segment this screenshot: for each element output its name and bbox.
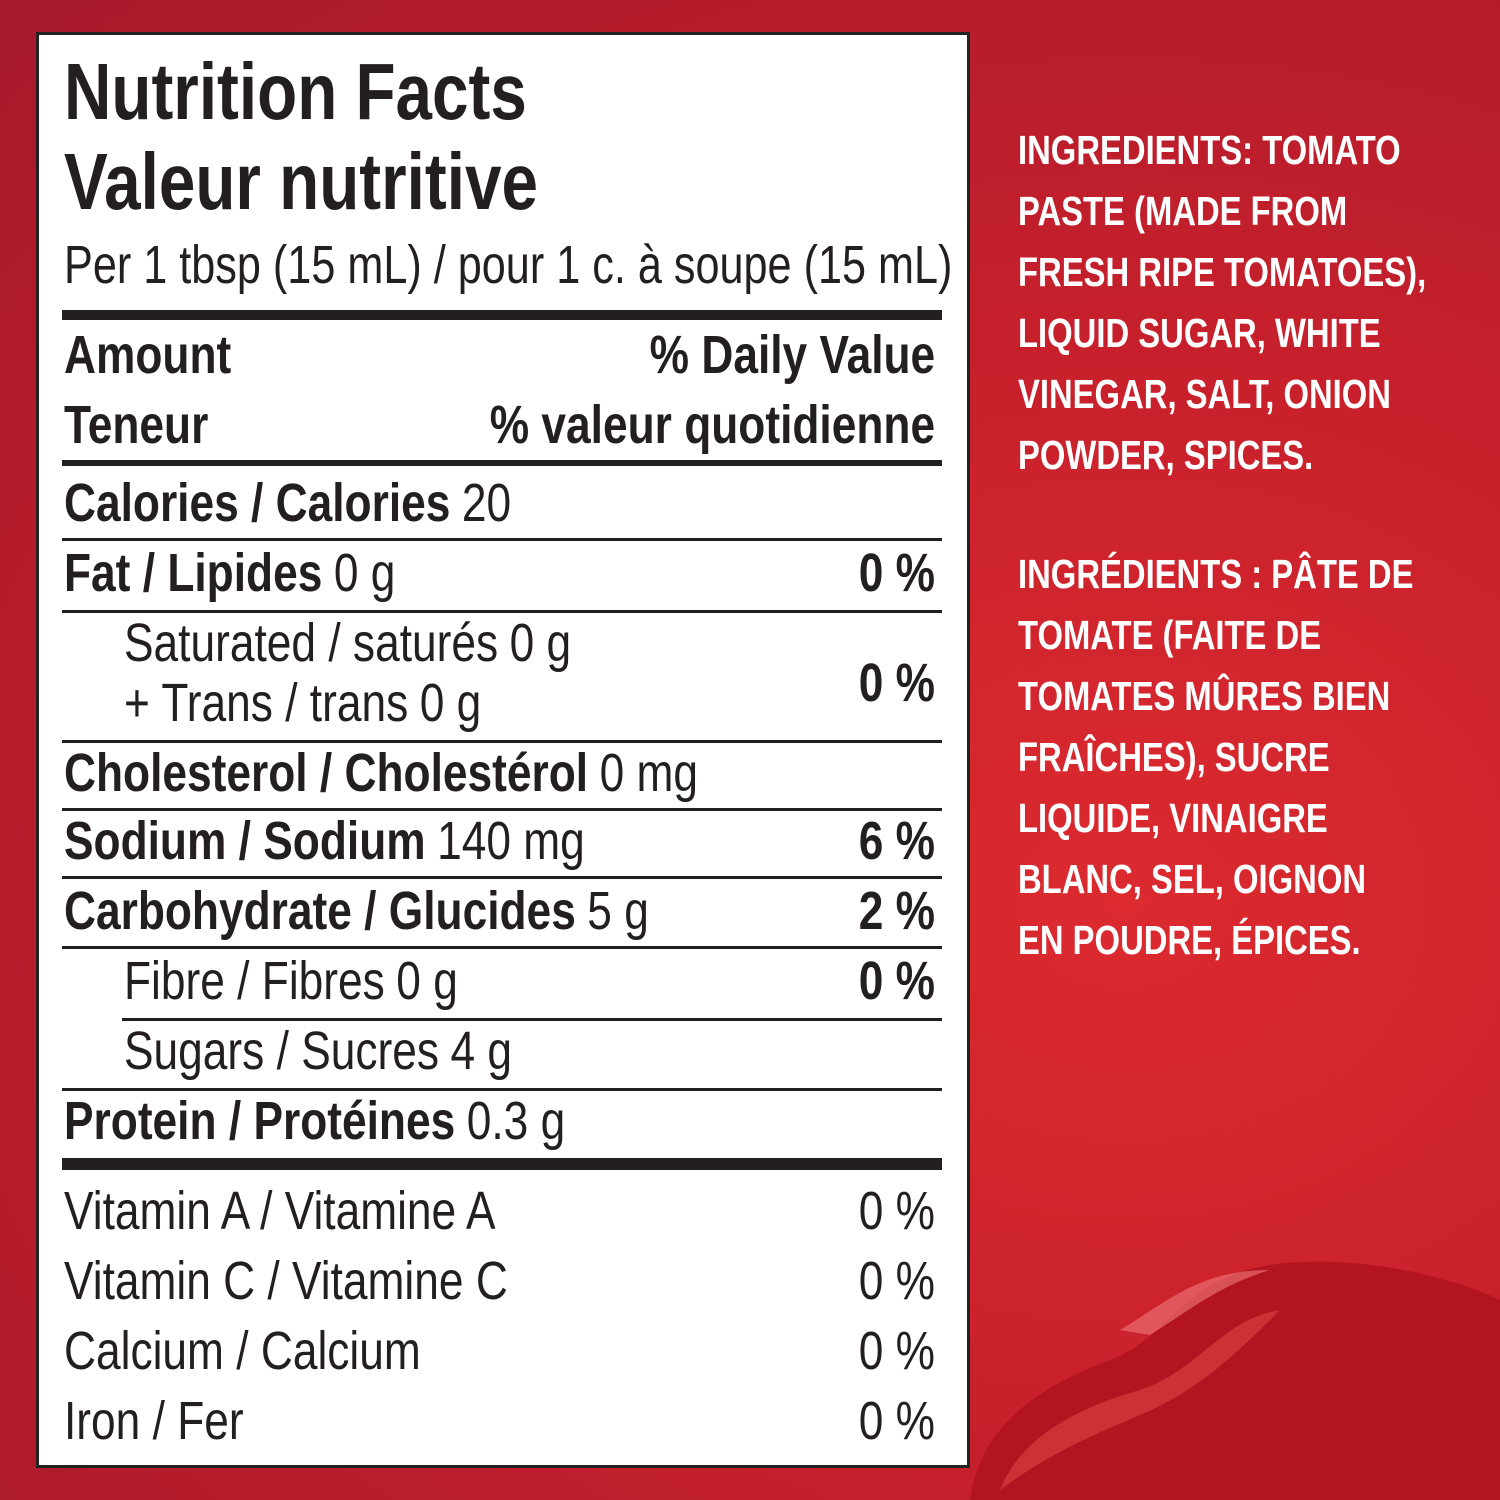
nutrient-name: + Trans / trans bbox=[124, 673, 409, 733]
nutrient-row: + Trans / trans 0 g bbox=[124, 676, 481, 730]
nutrient-row: Saturated / saturés 0 g bbox=[124, 616, 571, 670]
ingredient-line: TOMATE (FAITE DE bbox=[1018, 612, 1322, 658]
daily-value: 0 % bbox=[858, 1321, 935, 1381]
nutrient-amount: 0 g bbox=[333, 543, 396, 603]
daily-value: 0 % bbox=[858, 1181, 935, 1241]
nutrition-panel bbox=[36, 32, 970, 1468]
nutrient-row: Sodium / Sodium 140 mg bbox=[64, 814, 585, 868]
thick-rule bbox=[62, 310, 942, 320]
nutrient-amount: 0 g bbox=[419, 673, 482, 733]
ingredient-line: INGRÉDIENTS : PÂTE DE bbox=[1018, 551, 1414, 597]
ingredient-line: FRESH RIPE TOMATOES), bbox=[1018, 249, 1427, 295]
serving-size: Per 1 tbsp (15 mL) / pour 1 c. à soupe (… bbox=[64, 235, 953, 295]
title-fr: Valeur nutritive bbox=[64, 137, 538, 226]
thin-rule bbox=[122, 1018, 942, 1021]
ingredient-line: POWDER, SPICES. bbox=[1018, 432, 1314, 478]
ingredient-line: TOMATES MÛRES BIEN bbox=[1018, 673, 1391, 719]
nutrient-amount: 0 g bbox=[509, 613, 572, 673]
nutrient-name: Carbohydrate / Glucides bbox=[64, 881, 576, 941]
dv-header-fr: % valeur quotidienne bbox=[489, 395, 935, 455]
thick-rule bbox=[62, 1158, 942, 1170]
daily-value: 0 % bbox=[858, 1251, 935, 1311]
nutrient-amount: 4 g bbox=[450, 1021, 513, 1081]
nutrient-row: Carbohydrate / Glucides 5 g bbox=[64, 884, 649, 938]
daily-value: 0 % bbox=[858, 951, 935, 1011]
dv-header: % Daily Value bbox=[649, 325, 935, 385]
ingredients-en: INGREDIENTS: TOMATO PASTE (MADE FROM FRESH… bbox=[1018, 120, 1426, 486]
ingredient-line: EN POUDRE, ÉPICES. bbox=[1018, 917, 1361, 963]
thin-rule bbox=[62, 876, 942, 879]
thin-rule bbox=[62, 538, 942, 541]
nutrient-name: Cholesterol / Cholestérol bbox=[64, 743, 589, 803]
nutrient-name: Fat / Lipides bbox=[64, 543, 323, 603]
ingredient-line: INGREDIENTS: TOMATO bbox=[1018, 127, 1401, 173]
daily-value: 0 % bbox=[858, 1391, 935, 1451]
nutrient-row: Fibre / Fibres 0 g bbox=[124, 954, 458, 1008]
ingredient-line: PASTE (MADE FROM bbox=[1018, 188, 1348, 234]
title: Nutrition Facts bbox=[64, 47, 527, 136]
nutrient-name: Calories / Calories bbox=[64, 473, 451, 533]
vitamin-name: Vitamin C / Vitamine C bbox=[64, 1251, 508, 1311]
nutrient-name: Fibre / Fibres bbox=[124, 951, 385, 1011]
ingredient-line: BLANC, SEL, OIGNON bbox=[1018, 856, 1367, 902]
ketchup-illustration bbox=[970, 1261, 1500, 1500]
nutrient-name: Sodium / Sodium bbox=[64, 811, 426, 871]
ingredients-fr: INGRÉDIENTS : PÂTE DE TOMATE (FAITE DE TOM… bbox=[1018, 544, 1413, 971]
nutrient-row: Sugars / Sucres 4 g bbox=[124, 1024, 512, 1078]
ingredient-line: VINEGAR, SALT, ONION bbox=[1018, 371, 1391, 417]
nutrient-name: Sugars / Sucres bbox=[124, 1021, 440, 1081]
nutrient-row: Calories / Calories 20 bbox=[64, 476, 511, 530]
nutrient-amount: 0.3 g bbox=[466, 1091, 566, 1151]
daily-value: 0 % bbox=[858, 543, 935, 603]
ingredient-line: FRAÎCHES), SUCRE bbox=[1018, 734, 1330, 780]
vitamin-name: Vitamin A / Vitamine A bbox=[64, 1181, 496, 1241]
vitamin-name: Calcium / Calcium bbox=[64, 1321, 421, 1381]
vitamin-name: Iron / Fer bbox=[64, 1391, 244, 1451]
ingredient-line: LIQUID SUGAR, WHITE bbox=[1018, 310, 1381, 356]
amount-header: Amount bbox=[64, 325, 232, 385]
nutrient-amount: 20 bbox=[461, 473, 512, 533]
thin-rule bbox=[62, 610, 942, 613]
ingredient-line: LIQUIDE, VINAIGRE bbox=[1018, 795, 1328, 841]
thin-rule bbox=[62, 946, 942, 949]
nutrient-amount: 5 g bbox=[587, 881, 649, 941]
nutrient-amount: 0 mg bbox=[599, 743, 699, 803]
nutrient-amount: 140 mg bbox=[437, 811, 585, 871]
nutrient-row: Protein / Protéines 0.3 g bbox=[64, 1094, 565, 1148]
daily-value: 6 % bbox=[858, 811, 935, 871]
nutrient-row: Fat / Lipides 0 g bbox=[64, 546, 395, 600]
amount-header-fr: Teneur bbox=[64, 395, 209, 455]
daily-value: 2 % bbox=[858, 881, 935, 941]
nutrient-name: Protein / Protéines bbox=[64, 1091, 456, 1151]
nutrient-row: Cholesterol / Cholestérol 0 mg bbox=[64, 746, 698, 800]
thin-rule bbox=[62, 1088, 942, 1091]
medium-rule bbox=[62, 460, 942, 466]
nutrient-amount: 0 g bbox=[396, 951, 458, 1011]
thin-rule bbox=[62, 808, 942, 811]
daily-value: 0 % bbox=[858, 653, 935, 713]
thin-rule bbox=[62, 740, 942, 743]
nutrient-name: Saturated / saturés bbox=[124, 613, 499, 673]
